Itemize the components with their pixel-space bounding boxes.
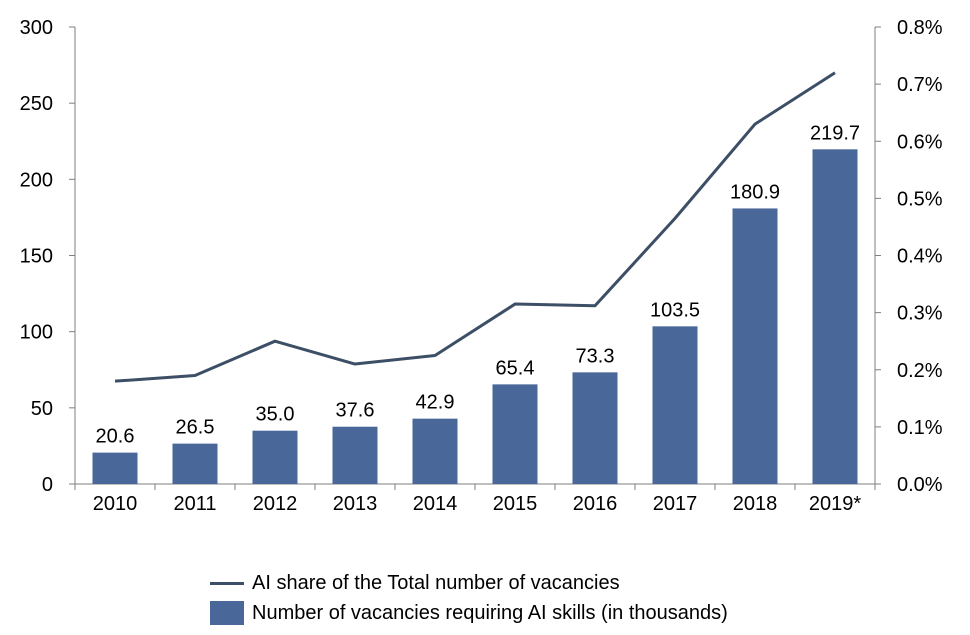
x-tick-label: 2015	[493, 493, 538, 515]
bar-data-label: 180.9	[730, 181, 780, 203]
bar	[412, 418, 458, 484]
left-tick-label: 150	[20, 246, 53, 268]
legend-label-bar: Number of vacancies requiring AI skills …	[252, 601, 728, 624]
left-tick-label: 0	[42, 474, 53, 496]
bar-data-label: 103.5	[650, 299, 700, 321]
legend: AI share of the Total number of vacancie…	[210, 568, 728, 628]
right-tick-label: 0.0%	[897, 474, 943, 496]
legend-item-line: AI share of the Total number of vacancie…	[210, 568, 728, 598]
right-tick-label: 0.2%	[897, 360, 943, 382]
bar-data-label: 26.5	[176, 417, 215, 439]
x-tick-label: 2016	[573, 493, 618, 515]
bar-data-label: 20.6	[96, 426, 135, 448]
legend-bar-swatch	[210, 601, 244, 625]
right-tick-label: 0.1%	[897, 417, 943, 439]
legend-label-line: AI share of the Total number of vacancie…	[252, 571, 620, 594]
bar	[332, 426, 378, 484]
share-line	[114, 71, 836, 383]
bar	[652, 326, 698, 484]
bar	[492, 384, 538, 484]
bar-data-label: 42.9	[416, 392, 455, 414]
left-tick-label: 100	[20, 322, 53, 344]
bar	[172, 443, 218, 484]
bar	[572, 372, 618, 484]
right-tick-label: 0.5%	[897, 188, 943, 210]
x-tick-label: 2017	[653, 493, 698, 515]
left-tick-label: 50	[31, 398, 53, 420]
bar	[252, 430, 298, 484]
bar	[92, 452, 138, 484]
right-tick-label: 0.4%	[897, 246, 943, 268]
x-tick-label: 2014	[413, 493, 458, 515]
bar-data-label: 219.7	[810, 122, 860, 144]
legend-line-swatch	[210, 581, 244, 585]
bar-data-label: 73.3	[576, 345, 615, 367]
x-tick-label: 2018	[733, 493, 778, 515]
legend-item-bar: Number of vacancies requiring AI skills …	[210, 598, 728, 628]
chart: 0 50 100 150 200 250 300 0.0% 0.1% 0.2% 0.3% 0.4% 0.…	[20, 17, 943, 515]
left-tick-label: 250	[20, 93, 53, 115]
x-tick-label: 2019*	[809, 493, 861, 515]
left-tick-label: 200	[20, 169, 53, 191]
x-tick-label: 2012	[253, 493, 298, 515]
x-tick-label: 2011	[173, 493, 216, 515]
right-tick-label: 0.7%	[897, 74, 943, 96]
bar-data-label: 65.4	[496, 357, 535, 379]
right-tick-label: 0.6%	[897, 131, 943, 153]
x-tick-label: 2010	[93, 493, 138, 515]
bar	[812, 149, 858, 484]
right-tick-label: 0.3%	[897, 303, 943, 325]
bar	[732, 208, 778, 484]
bar-data-label: 35.0	[256, 404, 295, 426]
right-tick-label: 0.8%	[897, 17, 943, 39]
bar-data-label: 37.6	[336, 400, 375, 422]
left-tick-label: 300	[20, 17, 53, 39]
x-tick-label: 2013	[333, 493, 378, 515]
